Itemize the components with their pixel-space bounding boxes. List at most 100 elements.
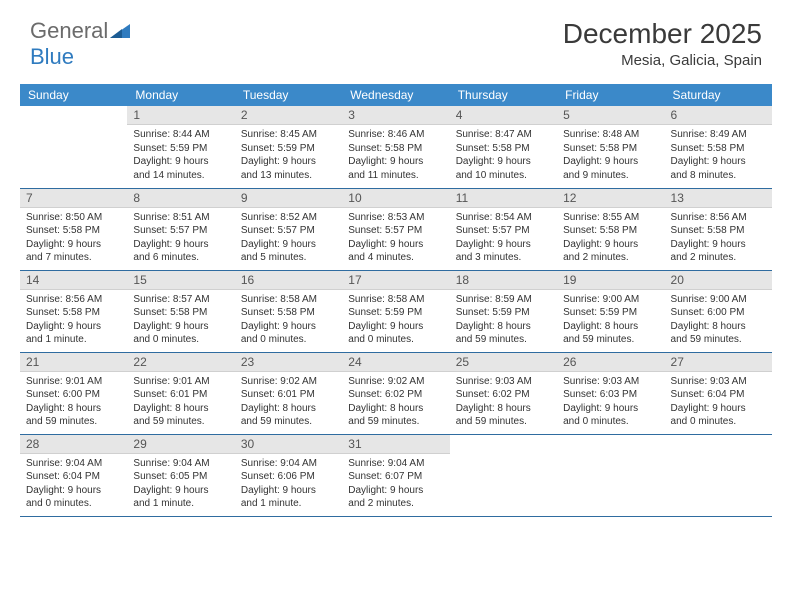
day-daylight2: and 8 minutes. [671, 169, 766, 183]
day-number: 24 [342, 353, 449, 372]
day-details: Sunrise: 8:48 AMSunset: 5:58 PMDaylight:… [557, 125, 664, 185]
day-sunrise: Sunrise: 8:48 AM [563, 128, 658, 142]
day-details: Sunrise: 8:44 AMSunset: 5:59 PMDaylight:… [127, 125, 234, 185]
day-sunrise: Sunrise: 9:03 AM [563, 375, 658, 389]
day-details: Sunrise: 9:00 AMSunset: 6:00 PMDaylight:… [665, 290, 772, 350]
calendar-day-cell: 17Sunrise: 8:58 AMSunset: 5:59 PMDayligh… [342, 270, 449, 352]
day-number: 3 [342, 106, 449, 125]
day-sunset: Sunset: 5:57 PM [133, 224, 228, 238]
calendar-day-cell: 11Sunrise: 8:54 AMSunset: 5:57 PMDayligh… [450, 188, 557, 270]
calendar-day-cell: 19Sunrise: 9:00 AMSunset: 5:59 PMDayligh… [557, 270, 664, 352]
day-details: Sunrise: 8:52 AMSunset: 5:57 PMDaylight:… [235, 208, 342, 268]
day-daylight1: Daylight: 8 hours [456, 320, 551, 334]
calendar-day-cell [20, 106, 127, 188]
day-sunrise: Sunrise: 8:45 AM [241, 128, 336, 142]
day-sunrise: Sunrise: 8:51 AM [133, 211, 228, 225]
day-daylight1: Daylight: 9 hours [348, 238, 443, 252]
page-header: General Blue December 2025 Mesia, Galici… [0, 0, 792, 78]
calendar-day-cell: 16Sunrise: 8:58 AMSunset: 5:58 PMDayligh… [235, 270, 342, 352]
day-daylight2: and 0 minutes. [26, 497, 121, 511]
calendar-day-cell: 24Sunrise: 9:02 AMSunset: 6:02 PMDayligh… [342, 352, 449, 434]
day-number: 4 [450, 106, 557, 125]
day-number: 2 [235, 106, 342, 125]
day-daylight1: Daylight: 9 hours [563, 155, 658, 169]
day-daylight1: Daylight: 9 hours [348, 320, 443, 334]
weekday-header: Monday [127, 84, 234, 106]
day-number: 26 [557, 353, 664, 372]
calendar-day-cell: 13Sunrise: 8:56 AMSunset: 5:58 PMDayligh… [665, 188, 772, 270]
day-sunset: Sunset: 6:05 PM [133, 470, 228, 484]
month-title: December 2025 [563, 18, 762, 50]
calendar-day-cell: 23Sunrise: 9:02 AMSunset: 6:01 PMDayligh… [235, 352, 342, 434]
weekday-header: Sunday [20, 84, 127, 106]
day-daylight2: and 1 minute. [133, 497, 228, 511]
calendar-day-cell: 22Sunrise: 9:01 AMSunset: 6:01 PMDayligh… [127, 352, 234, 434]
day-daylight2: and 14 minutes. [133, 169, 228, 183]
day-daylight1: Daylight: 8 hours [241, 402, 336, 416]
day-details: Sunrise: 8:46 AMSunset: 5:58 PMDaylight:… [342, 125, 449, 185]
day-daylight1: Daylight: 9 hours [133, 320, 228, 334]
day-sunset: Sunset: 5:57 PM [456, 224, 551, 238]
calendar-day-cell: 7Sunrise: 8:50 AMSunset: 5:58 PMDaylight… [20, 188, 127, 270]
day-details: Sunrise: 8:57 AMSunset: 5:58 PMDaylight:… [127, 290, 234, 350]
day-number: 10 [342, 189, 449, 208]
day-daylight1: Daylight: 9 hours [563, 238, 658, 252]
day-daylight2: and 59 minutes. [26, 415, 121, 429]
day-number: 9 [235, 189, 342, 208]
brand-name-part2: Blue [30, 44, 74, 69]
calendar-day-cell: 6Sunrise: 8:49 AMSunset: 5:58 PMDaylight… [665, 106, 772, 188]
day-details: Sunrise: 9:02 AMSunset: 6:02 PMDaylight:… [342, 372, 449, 432]
day-sunset: Sunset: 5:58 PM [133, 306, 228, 320]
day-daylight2: and 3 minutes. [456, 251, 551, 265]
day-number: 19 [557, 271, 664, 290]
day-sunrise: Sunrise: 8:57 AM [133, 293, 228, 307]
day-details: Sunrise: 8:54 AMSunset: 5:57 PMDaylight:… [450, 208, 557, 268]
day-daylight1: Daylight: 8 hours [26, 402, 121, 416]
day-daylight2: and 59 minutes. [671, 333, 766, 347]
day-sunset: Sunset: 6:01 PM [241, 388, 336, 402]
day-number: 13 [665, 189, 772, 208]
day-sunrise: Sunrise: 8:54 AM [456, 211, 551, 225]
day-sunrise: Sunrise: 8:44 AM [133, 128, 228, 142]
calendar-day-cell: 4Sunrise: 8:47 AMSunset: 5:58 PMDaylight… [450, 106, 557, 188]
day-sunset: Sunset: 5:58 PM [563, 224, 658, 238]
day-daylight2: and 1 minute. [26, 333, 121, 347]
day-number: 15 [127, 271, 234, 290]
day-sunset: Sunset: 6:02 PM [348, 388, 443, 402]
calendar-day-cell: 29Sunrise: 9:04 AMSunset: 6:05 PMDayligh… [127, 434, 234, 516]
day-number: 14 [20, 271, 127, 290]
day-sunrise: Sunrise: 9:04 AM [241, 457, 336, 471]
day-daylight2: and 0 minutes. [241, 333, 336, 347]
calendar-day-cell: 1Sunrise: 8:44 AMSunset: 5:59 PMDaylight… [127, 106, 234, 188]
day-details: Sunrise: 8:59 AMSunset: 5:59 PMDaylight:… [450, 290, 557, 350]
calendar-day-cell: 2Sunrise: 8:45 AMSunset: 5:59 PMDaylight… [235, 106, 342, 188]
day-daylight2: and 0 minutes. [348, 333, 443, 347]
calendar-day-cell: 3Sunrise: 8:46 AMSunset: 5:58 PMDaylight… [342, 106, 449, 188]
weekday-header: Tuesday [235, 84, 342, 106]
day-number: 12 [557, 189, 664, 208]
day-daylight1: Daylight: 8 hours [563, 320, 658, 334]
day-sunrise: Sunrise: 9:01 AM [133, 375, 228, 389]
day-number: 20 [665, 271, 772, 290]
day-number: 6 [665, 106, 772, 125]
day-sunrise: Sunrise: 9:04 AM [133, 457, 228, 471]
calendar-table: Sunday Monday Tuesday Wednesday Thursday… [20, 84, 772, 517]
day-daylight1: Daylight: 9 hours [241, 238, 336, 252]
day-daylight2: and 59 minutes. [563, 333, 658, 347]
day-sunrise: Sunrise: 9:01 AM [26, 375, 121, 389]
day-daylight1: Daylight: 8 hours [133, 402, 228, 416]
calendar-day-cell: 21Sunrise: 9:01 AMSunset: 6:00 PMDayligh… [20, 352, 127, 434]
day-sunset: Sunset: 5:58 PM [26, 224, 121, 238]
day-details: Sunrise: 9:03 AMSunset: 6:03 PMDaylight:… [557, 372, 664, 432]
calendar-week-row: 28Sunrise: 9:04 AMSunset: 6:04 PMDayligh… [20, 434, 772, 516]
day-sunrise: Sunrise: 8:58 AM [241, 293, 336, 307]
day-daylight1: Daylight: 8 hours [671, 320, 766, 334]
day-sunrise: Sunrise: 8:58 AM [348, 293, 443, 307]
day-sunset: Sunset: 6:07 PM [348, 470, 443, 484]
day-sunrise: Sunrise: 8:56 AM [671, 211, 766, 225]
day-daylight1: Daylight: 9 hours [671, 238, 766, 252]
day-details: Sunrise: 9:02 AMSunset: 6:01 PMDaylight:… [235, 372, 342, 432]
day-sunset: Sunset: 5:59 PM [456, 306, 551, 320]
day-daylight1: Daylight: 9 hours [26, 484, 121, 498]
calendar-day-cell: 14Sunrise: 8:56 AMSunset: 5:58 PMDayligh… [20, 270, 127, 352]
